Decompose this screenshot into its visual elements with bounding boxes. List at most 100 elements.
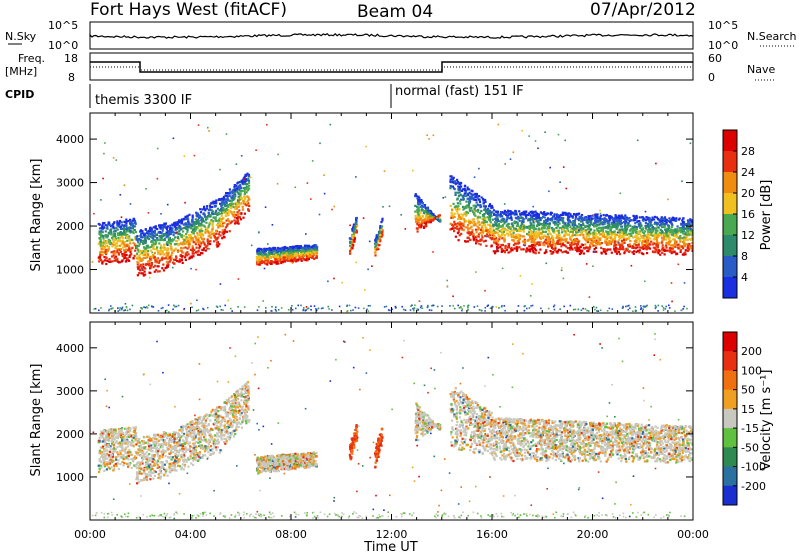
echo-cell xyxy=(233,186,235,188)
echo-cell xyxy=(275,261,277,263)
echo-cell xyxy=(629,229,631,231)
echo-cell xyxy=(177,251,179,253)
echo-cell xyxy=(463,195,465,197)
echo-cell xyxy=(221,209,223,211)
echo-cell xyxy=(582,244,584,246)
echo-cell xyxy=(577,234,579,236)
echo-cell xyxy=(684,252,686,254)
echo-cell xyxy=(543,244,545,246)
echo-cell xyxy=(294,259,296,261)
echo-cell xyxy=(535,252,537,254)
echo-cell xyxy=(124,252,126,254)
echo-cell xyxy=(167,265,169,267)
echo-cell xyxy=(523,218,525,220)
echo-cell xyxy=(232,190,234,192)
echo-cell xyxy=(141,230,143,232)
echo-cell xyxy=(538,252,540,254)
echo-cell xyxy=(597,223,599,225)
echo-cell xyxy=(656,241,658,243)
echo-cell xyxy=(212,220,214,222)
echo-cell xyxy=(628,251,630,253)
echo-cell xyxy=(204,209,206,211)
echo-cell xyxy=(153,226,155,228)
echo-cell xyxy=(484,223,486,225)
echo-cell xyxy=(682,232,684,234)
echo-cell xyxy=(171,249,173,251)
echo-cell xyxy=(179,258,181,260)
echo-cell xyxy=(300,254,302,256)
echo-cell xyxy=(305,259,307,261)
echo-cell xyxy=(513,247,515,249)
echo-cell xyxy=(454,216,456,218)
echo-cell xyxy=(190,224,192,226)
echo-cell xyxy=(218,213,220,215)
echo-cell xyxy=(450,205,452,207)
echo-cell xyxy=(222,225,224,227)
echo-cell xyxy=(208,215,210,217)
echo-cell xyxy=(152,233,154,235)
echo-cell xyxy=(684,239,686,241)
echo-cell xyxy=(469,208,471,210)
echo-cell xyxy=(199,225,201,227)
echo-cell xyxy=(175,240,177,242)
echo-cell xyxy=(431,217,433,219)
echo-cell xyxy=(229,200,231,202)
echo-cell xyxy=(596,225,598,227)
echo-cell xyxy=(474,193,476,195)
echo-cell xyxy=(163,244,165,246)
echo-cell xyxy=(451,228,453,230)
echo-cell xyxy=(222,201,224,203)
echo-cell xyxy=(120,248,122,250)
echo-cell xyxy=(627,226,629,228)
echo-cell xyxy=(485,212,487,214)
echo-cell xyxy=(621,240,623,242)
echo-cell xyxy=(503,236,505,238)
echo-cell xyxy=(209,222,211,224)
echo-cell xyxy=(167,258,169,260)
echo-cell xyxy=(488,231,490,233)
echo-cell xyxy=(493,238,495,240)
echo-cell xyxy=(642,248,644,250)
echo-cell xyxy=(240,202,242,204)
echo-cell xyxy=(621,214,623,216)
echo-cell xyxy=(457,212,459,214)
echo-cell xyxy=(501,230,503,232)
echo-cell xyxy=(515,217,517,219)
echo-cell xyxy=(449,187,451,189)
echo-cell xyxy=(619,246,621,248)
echo-cell xyxy=(465,195,467,197)
echo-cell xyxy=(137,249,139,251)
echo-cell xyxy=(491,238,493,240)
echo-cell xyxy=(110,233,112,235)
echo-cell xyxy=(477,226,479,228)
echo-cell xyxy=(625,234,627,236)
echo-cell xyxy=(674,241,676,243)
echo-cell xyxy=(494,236,496,238)
echo-cell xyxy=(598,230,600,232)
echo-cell xyxy=(200,219,202,221)
echo-cell xyxy=(284,247,286,249)
echo-cell xyxy=(180,234,182,236)
echo-cell xyxy=(204,232,206,234)
echo-cell xyxy=(462,199,464,201)
echo-cell xyxy=(526,226,528,228)
echo-cell xyxy=(172,262,174,264)
echo-cell xyxy=(174,226,176,228)
echo-cell xyxy=(523,228,525,230)
nsearch-label: N.Search xyxy=(747,30,797,43)
echo-cell xyxy=(605,230,607,232)
echo-cell xyxy=(240,193,242,195)
echo-cell xyxy=(226,223,228,225)
echo-cell xyxy=(454,213,456,215)
echo-cell xyxy=(166,228,168,230)
echo-cell xyxy=(306,257,308,259)
echo-cell xyxy=(496,246,498,248)
echo-cell xyxy=(196,226,198,228)
echo-cell xyxy=(466,211,468,213)
echo-cell xyxy=(153,266,155,268)
echo-cell xyxy=(122,237,124,239)
echo-cell xyxy=(129,242,131,244)
echo-cell xyxy=(479,232,481,234)
echo-cell xyxy=(603,223,605,225)
echo-cell xyxy=(669,251,671,253)
